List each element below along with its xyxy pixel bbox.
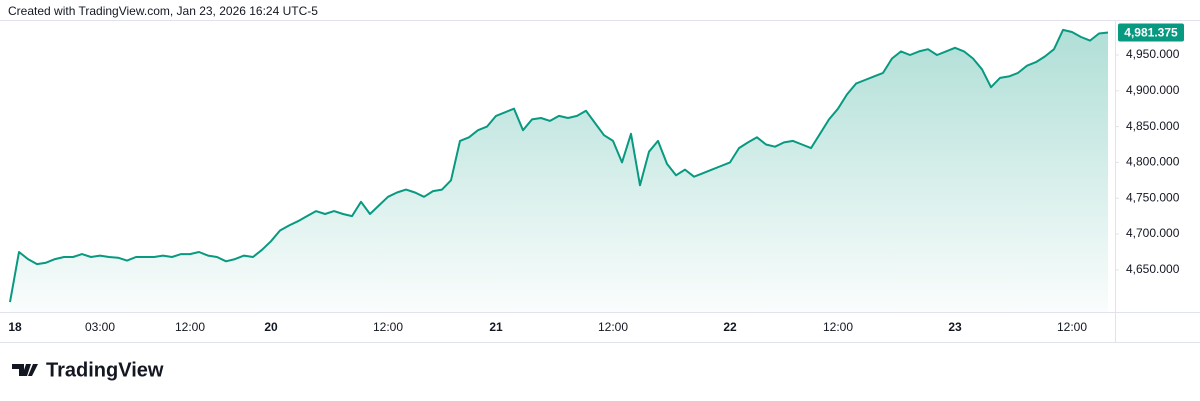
logo [12, 364, 38, 376]
x-tick-label: 21 [489, 320, 503, 334]
area-fill [10, 29, 1108, 313]
y-tick-label: 4,950.000 [1126, 47, 1180, 61]
x-tick-label: 20 [264, 320, 278, 334]
brand: TradingView [46, 359, 164, 381]
y-tick-label: 4,850.000 [1126, 119, 1180, 133]
x-tick-label: 12:00 [373, 320, 403, 334]
last-price-box [1118, 23, 1184, 42]
x-tick-label: 12:00 [823, 320, 853, 334]
last-price-label: 4,981.375 [1124, 26, 1178, 40]
x-tick-label: 12:00 [175, 320, 205, 334]
y-tick-label: 4,750.000 [1126, 190, 1180, 204]
x-tick-label: 12:00 [598, 320, 628, 334]
x-tick-label: 18 [8, 320, 22, 334]
logo-mark [12, 364, 38, 376]
y-tick-label: 4,900.000 [1126, 83, 1180, 97]
x-tick-label: 23 [948, 320, 962, 334]
x-tick-label: 12:00 [1057, 320, 1087, 334]
x-tick-label: 03:00 [85, 320, 115, 334]
caption: Created with TradingView.com, Jan 23, 20… [8, 4, 318, 18]
x-tick-label: 22 [723, 320, 737, 334]
y-tick-label: 4,650.000 [1126, 262, 1180, 276]
y-tick-label: 4,700.000 [1126, 226, 1180, 240]
y-tick-label: 4,800.000 [1126, 155, 1180, 169]
price-line [9, 28, 1109, 303]
